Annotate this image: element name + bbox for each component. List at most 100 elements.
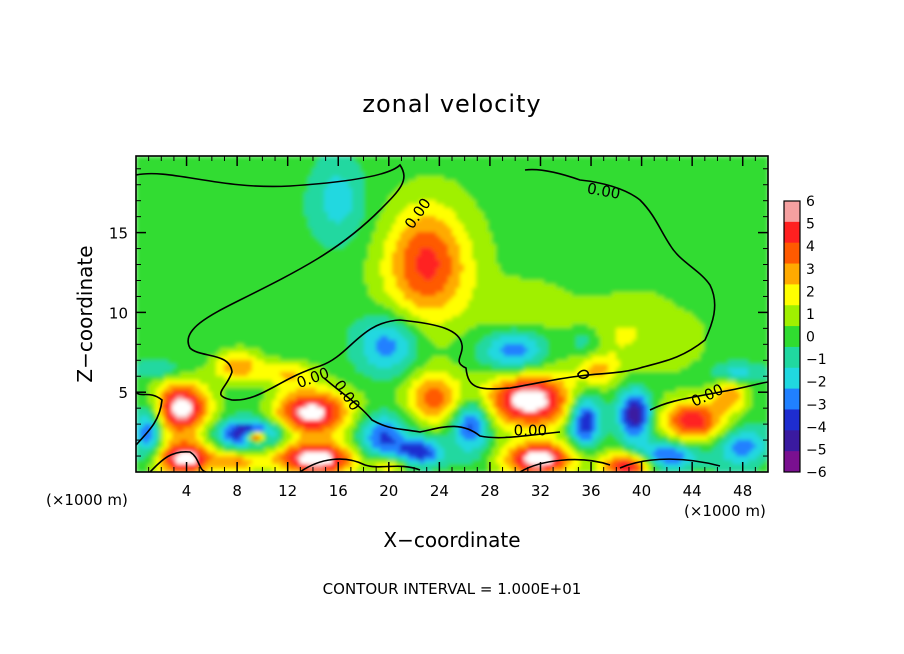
heatmap-cell (152, 464, 157, 469)
heatmap-cell (176, 368, 181, 373)
heatmap-cell (236, 448, 241, 453)
heatmap-cell (164, 196, 169, 201)
heatmap-cell (192, 180, 197, 185)
heatmap-cell (340, 452, 345, 457)
heatmap-cell (328, 436, 333, 441)
heatmap-cell (292, 396, 297, 401)
heatmap-cell (144, 208, 149, 213)
heatmap-cell (196, 328, 201, 333)
heatmap-cell (344, 428, 349, 433)
heatmap-cell (368, 376, 373, 381)
heatmap-cell (368, 356, 373, 361)
heatmap-cell (184, 324, 189, 329)
heatmap-cell (324, 412, 329, 417)
heatmap-cell (164, 400, 169, 405)
heatmap-cell (332, 468, 337, 472)
heatmap-cell (236, 376, 241, 381)
heatmap-cell (332, 320, 337, 325)
heatmap-cell (152, 304, 157, 309)
heatmap-cell (376, 424, 381, 429)
heatmap-cell (340, 264, 345, 269)
heatmap-cell (152, 348, 157, 353)
heatmap-cell (292, 408, 297, 413)
heatmap-cell (208, 408, 213, 413)
heatmap-cell (288, 388, 293, 393)
heatmap-cell (180, 268, 185, 273)
heatmap-cell (220, 192, 225, 197)
heatmap-cell (248, 404, 253, 409)
heatmap-cell (328, 392, 333, 397)
heatmap-cell (176, 256, 181, 261)
heatmap-cell (364, 196, 369, 201)
heatmap-cell (260, 312, 265, 317)
heatmap-cell (368, 168, 373, 173)
heatmap-cell (348, 376, 353, 381)
heatmap-cell (372, 316, 377, 321)
heatmap-cell (276, 436, 281, 441)
heatmap-cell (368, 200, 373, 205)
heatmap-cell (192, 412, 197, 417)
heatmap-cell (304, 400, 309, 405)
heatmap-cell (232, 200, 237, 205)
heatmap-cell (332, 400, 337, 405)
heatmap-cell (148, 268, 153, 273)
heatmap-cell (384, 364, 389, 369)
heatmap-cell (380, 452, 385, 457)
heatmap-cell (348, 388, 353, 393)
heatmap-cell (376, 344, 381, 349)
heatmap-cell (160, 468, 165, 472)
heatmap-cell (156, 224, 161, 229)
heatmap-cell (192, 344, 197, 349)
heatmap-cell (140, 312, 145, 317)
heatmap-cell (372, 392, 377, 397)
heatmap-cell (248, 364, 253, 369)
heatmap-cell (200, 232, 205, 237)
heatmap-cell (360, 228, 365, 233)
heatmap-cell (380, 204, 385, 209)
heatmap-cell (324, 300, 329, 305)
heatmap-cell (208, 216, 213, 221)
heatmap-cell (220, 260, 225, 265)
heatmap-cell (240, 388, 245, 393)
heatmap-cell (300, 180, 305, 185)
heatmap-cell (236, 404, 241, 409)
heatmap-cell (328, 276, 333, 281)
heatmap-cell (356, 360, 361, 365)
heatmap-cell (204, 420, 209, 425)
heatmap-cell (268, 252, 273, 257)
heatmap-cell (256, 188, 261, 193)
heatmap-cell (352, 432, 357, 437)
heatmap-cell (348, 188, 353, 193)
heatmap-cell (352, 396, 357, 401)
heatmap-cell (140, 464, 145, 469)
heatmap-cell (272, 424, 277, 429)
heatmap-cell (360, 368, 365, 373)
heatmap-cell (200, 396, 205, 401)
heatmap-cell (372, 304, 377, 309)
heatmap-cell (260, 232, 265, 237)
heatmap-cell (324, 348, 329, 353)
heatmap-cell (280, 300, 285, 305)
heatmap-cell (240, 160, 245, 165)
heatmap-cell (192, 164, 197, 169)
heatmap-cell (160, 260, 165, 265)
heatmap-cell (304, 280, 309, 285)
heatmap-cell (168, 200, 173, 205)
heatmap-cell (360, 284, 365, 289)
heatmap-cell (228, 408, 233, 413)
heatmap-cell (264, 228, 269, 233)
heatmap-cell (300, 220, 305, 225)
heatmap-cell (196, 396, 201, 401)
heatmap-cell (208, 276, 213, 281)
heatmap-cell (160, 156, 165, 161)
heatmap-cell (324, 344, 329, 349)
heatmap-cell (296, 252, 301, 257)
heatmap-cell (348, 252, 353, 257)
heatmap-cell (244, 328, 249, 333)
heatmap-cell (356, 292, 361, 297)
heatmap-cell (348, 400, 353, 405)
heatmap-cell (360, 240, 365, 245)
heatmap-cell (320, 400, 325, 405)
heatmap-cell (280, 460, 285, 465)
heatmap-cell (316, 452, 321, 457)
